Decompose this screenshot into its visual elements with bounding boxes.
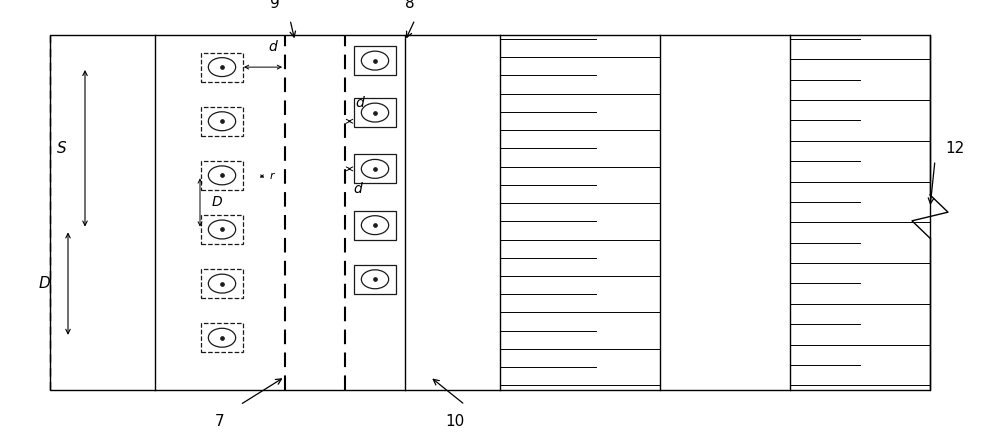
Bar bbox=[354, 98, 396, 127]
Bar bbox=[201, 107, 243, 136]
Text: d: d bbox=[269, 40, 277, 54]
Ellipse shape bbox=[208, 166, 236, 185]
Bar bbox=[201, 52, 243, 82]
Ellipse shape bbox=[361, 270, 389, 289]
Text: d: d bbox=[355, 97, 364, 110]
Bar bbox=[50, 35, 930, 390]
Bar bbox=[354, 154, 396, 184]
Text: S: S bbox=[57, 141, 67, 156]
Ellipse shape bbox=[361, 216, 389, 235]
Text: D: D bbox=[38, 276, 50, 291]
Ellipse shape bbox=[208, 112, 236, 131]
Bar bbox=[354, 210, 396, 240]
Text: 10: 10 bbox=[445, 414, 465, 429]
Bar bbox=[201, 269, 243, 298]
Ellipse shape bbox=[361, 103, 389, 122]
Text: D: D bbox=[212, 195, 223, 210]
Text: r: r bbox=[270, 171, 275, 181]
Bar bbox=[354, 46, 396, 75]
Bar bbox=[354, 265, 396, 294]
Text: 7: 7 bbox=[215, 414, 225, 429]
Ellipse shape bbox=[361, 51, 389, 70]
Text: 12: 12 bbox=[945, 141, 964, 156]
Bar bbox=[201, 215, 243, 244]
Bar bbox=[201, 161, 243, 190]
Ellipse shape bbox=[208, 58, 236, 77]
Ellipse shape bbox=[208, 328, 236, 347]
Text: 9: 9 bbox=[270, 0, 280, 11]
Text: 8: 8 bbox=[405, 0, 415, 11]
Ellipse shape bbox=[208, 220, 236, 239]
Ellipse shape bbox=[361, 159, 389, 178]
Ellipse shape bbox=[208, 274, 236, 293]
Text: d: d bbox=[353, 182, 362, 196]
Bar bbox=[201, 323, 243, 352]
